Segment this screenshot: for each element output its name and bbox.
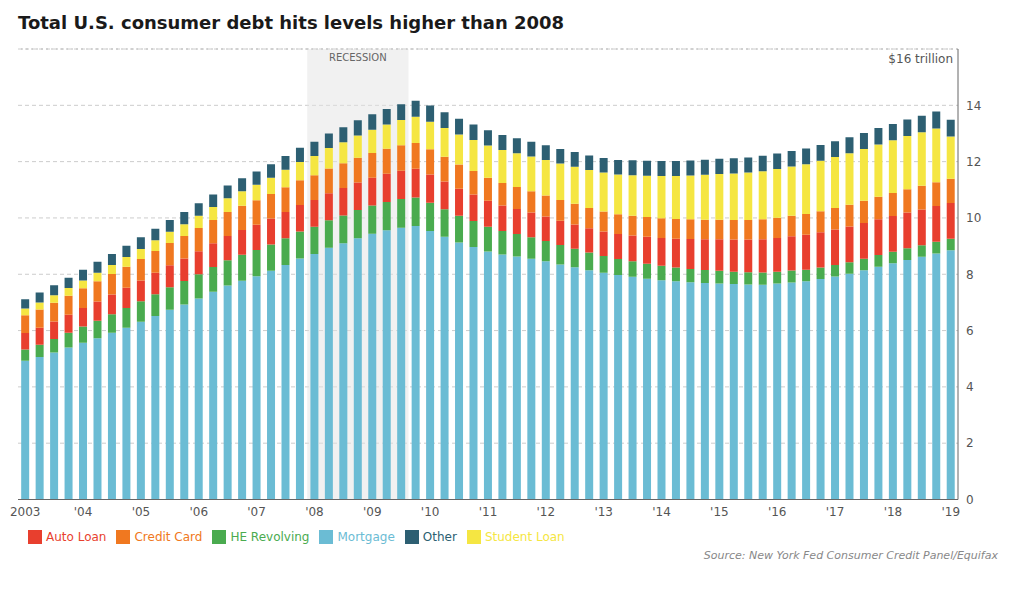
svg-text:'05: '05 (132, 505, 151, 519)
svg-text:12: 12 (966, 155, 981, 169)
svg-text:4: 4 (966, 380, 974, 394)
html-text:Mortgage: Mortgage (337, 529, 395, 544)
svg-text:'14: '14 (652, 505, 671, 519)
svg-text:RECESSION: RECESSION (329, 52, 387, 63)
html-text:Credit Card: Credit Card (134, 529, 203, 544)
html-text:Total U.S. consumer debt hits: Total U.S. consumer debt hits levels hig… (18, 12, 565, 33)
svg-text:2003: 2003 (10, 505, 41, 519)
svg-text:0: 0 (966, 493, 974, 507)
svg-text:'17: '17 (826, 505, 845, 519)
html-text:HE Revolving: HE Revolving (230, 529, 310, 544)
svg-text:14: 14 (966, 99, 981, 113)
svg-text:'15: '15 (710, 505, 729, 519)
svg-text:'10: '10 (421, 505, 440, 519)
svg-text:'09: '09 (363, 505, 382, 519)
html-text:Auto Loan: Auto Loan (46, 529, 107, 544)
html-text:Student Loan: Student Loan (484, 529, 565, 544)
svg-text:'06: '06 (189, 505, 208, 519)
svg-text:'04: '04 (74, 505, 93, 519)
svg-text:'18: '18 (884, 505, 903, 519)
svg-text:'08: '08 (305, 505, 324, 519)
svg-text:'11: '11 (479, 505, 498, 519)
svg-text:'13: '13 (594, 505, 613, 519)
svg-text:$16 trillion: $16 trillion (888, 52, 953, 66)
svg-text:2: 2 (966, 436, 974, 450)
svg-text:10: 10 (966, 211, 981, 225)
svg-text:'12: '12 (537, 505, 556, 519)
svg-text:'07: '07 (247, 505, 266, 519)
html-text:Other: Other (422, 529, 457, 544)
html-text:Source: New York Fed Consumer: Source: New York Fed Consumer Credit Pan… (703, 549, 998, 562)
svg-text:6: 6 (966, 324, 974, 338)
svg-text:'16: '16 (768, 505, 787, 519)
svg-text:'19: '19 (941, 505, 960, 519)
svg-text:8: 8 (966, 268, 974, 282)
